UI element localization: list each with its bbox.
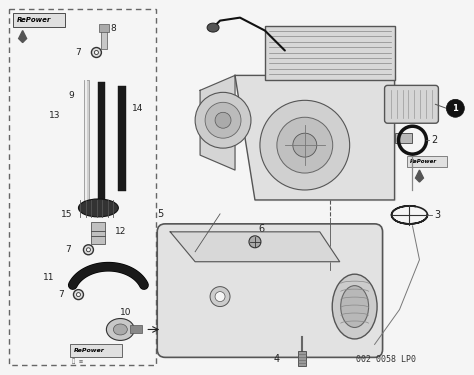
Circle shape [447,99,465,117]
Text: RePower: RePower [410,159,437,164]
Text: RePower: RePower [17,16,51,22]
Text: 7: 7 [75,48,81,57]
Text: 12: 12 [115,227,127,236]
Text: 3: 3 [434,210,440,220]
Bar [118,86,127,191]
Text: 4: 4 [274,354,280,364]
Text: 11: 11 [43,273,54,282]
FancyBboxPatch shape [384,86,438,123]
Circle shape [249,236,261,248]
Ellipse shape [106,318,134,340]
Bar [9,9,156,365]
Text: 7: 7 [65,245,71,254]
Circle shape [293,133,317,157]
Circle shape [76,292,81,297]
Bar [408,156,447,167]
Bar [85,80,87,205]
Circle shape [215,292,225,302]
Text: 1: 1 [452,104,458,113]
Circle shape [86,248,91,252]
Polygon shape [170,232,340,262]
Bar [265,26,394,80]
FancyBboxPatch shape [157,224,383,357]
Bar [394,133,412,143]
Ellipse shape [332,274,377,339]
Ellipse shape [79,199,118,217]
Text: RePower: RePower [73,348,104,353]
Bar [99,82,105,200]
Bar [130,326,142,333]
Text: 5: 5 [157,209,164,219]
Circle shape [73,290,83,300]
Circle shape [91,48,101,57]
Text: 🌿  ≡: 🌿 ≡ [73,358,84,364]
Circle shape [277,117,333,173]
Ellipse shape [113,324,128,335]
Bar [71,344,122,357]
Circle shape [205,102,241,138]
Polygon shape [416,170,423,182]
Text: 8: 8 [110,24,116,33]
Circle shape [260,100,350,190]
Text: 10: 10 [120,308,132,317]
Polygon shape [18,31,27,42]
Text: 13: 13 [48,111,60,120]
Text: 6: 6 [258,224,264,234]
Text: 14: 14 [132,104,144,113]
Ellipse shape [341,286,369,327]
Circle shape [94,51,99,54]
Bar [100,24,109,32]
Bar [101,28,108,48]
Bar [91,222,105,244]
Circle shape [210,286,230,306]
Circle shape [215,112,231,128]
Text: 7: 7 [58,290,64,299]
Text: 15: 15 [61,210,72,219]
Ellipse shape [207,23,219,32]
Bar [298,351,306,366]
Polygon shape [235,75,394,200]
Polygon shape [200,75,235,170]
Bar [84,80,90,205]
Text: 002 0058 LP0: 002 0058 LP0 [356,355,416,364]
Bar [13,13,64,27]
Circle shape [83,245,93,255]
Text: 9: 9 [69,91,74,100]
Text: 2: 2 [431,135,438,145]
Circle shape [195,92,251,148]
